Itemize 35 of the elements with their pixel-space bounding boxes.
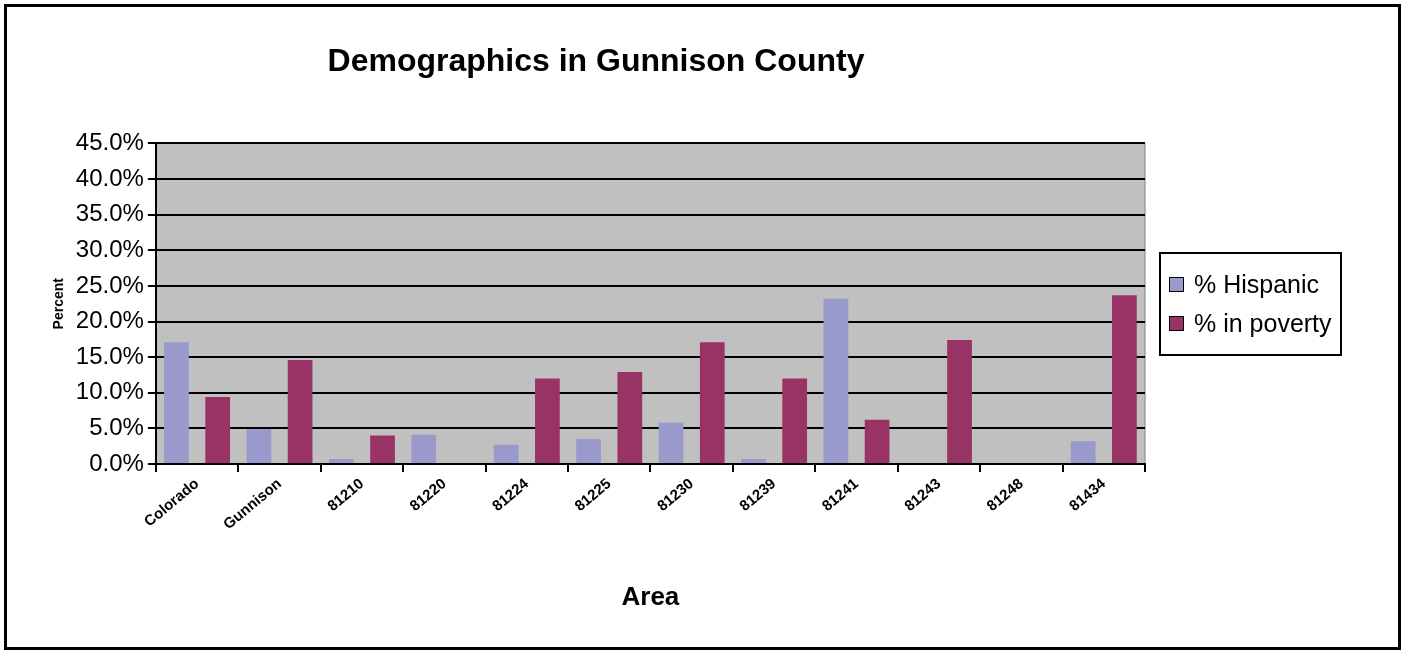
bar	[658, 422, 684, 464]
bar	[1070, 441, 1096, 464]
bar	[493, 444, 519, 464]
bar	[741, 459, 766, 464]
y-tick-label: 20.0%	[75, 306, 144, 334]
legend-label: % Hispanic	[1194, 269, 1320, 299]
bar	[823, 298, 849, 464]
y-tick-label: 35.0%	[75, 199, 144, 227]
bar	[617, 372, 643, 464]
x-axis-title: Area	[621, 580, 680, 611]
bar	[411, 434, 437, 464]
y-tick-label: 5.0%	[89, 413, 144, 441]
y-tick-label: 45.0%	[75, 128, 144, 156]
bar	[535, 378, 560, 464]
chart-title: Demographics in Gunnison County	[327, 42, 865, 79]
y-axis-title: Percent	[50, 277, 67, 330]
bar	[864, 419, 890, 464]
y-tick-label: 30.0%	[75, 234, 144, 262]
bar	[287, 360, 313, 464]
y-tick-label: 15.0%	[75, 341, 144, 369]
bar	[947, 340, 972, 464]
bar	[328, 459, 354, 464]
bar	[576, 439, 601, 464]
bar	[164, 342, 189, 464]
legend-label: % in poverty	[1194, 308, 1332, 338]
bar	[699, 342, 725, 464]
y-tick-label: 40.0%	[75, 163, 144, 191]
bar	[246, 429, 272, 464]
y-tick-label: 10.0%	[75, 377, 144, 405]
bar	[1112, 295, 1137, 464]
y-tick-label: 25.0%	[75, 270, 144, 298]
bar	[782, 378, 808, 464]
y-tick-label: 0.0%	[89, 448, 144, 476]
bar	[370, 435, 395, 464]
bar	[205, 397, 231, 464]
